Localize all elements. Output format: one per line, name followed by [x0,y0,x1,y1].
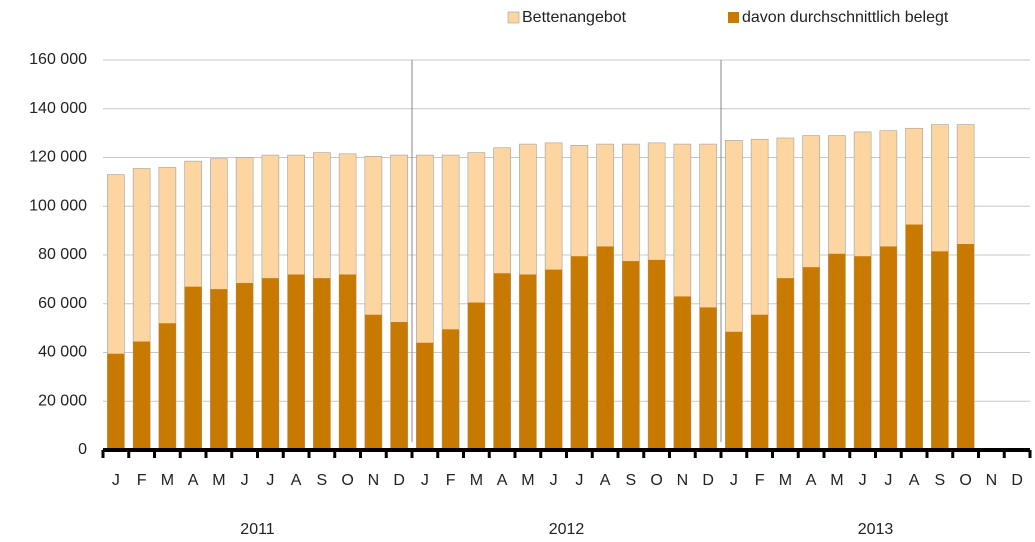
x-tick-label: S [935,472,946,489]
x-tick-label: D [1011,472,1023,489]
bar [184,286,202,450]
legend-label: davon durchschnittlich belegt [742,9,949,26]
y-tick-label: 120 000 [29,149,87,166]
x-tick-label: J [266,472,274,489]
x-tick-label: F [446,472,456,489]
y-tick-label: 100 000 [29,197,87,214]
x-tick-label: J [884,472,892,489]
x-tick-label: D [393,472,405,489]
y-tick-label: 160 000 [29,51,87,68]
y-tick-label: 40 000 [38,344,87,361]
bar [570,256,588,450]
bar [261,278,279,450]
x-tick-label: J [730,472,738,489]
bar [236,283,254,450]
y-tick-label: 20 000 [38,392,87,409]
bar [416,342,434,450]
bar [879,246,897,450]
x-tick-label: M [521,472,534,489]
x-tick-label: N [677,472,689,489]
bar [519,274,537,450]
y-tick-label: 60 000 [38,295,87,312]
x-tick-label: S [626,472,637,489]
year-label: 2013 [858,521,894,538]
bar [776,278,794,450]
bar [854,256,872,450]
bar [107,353,125,450]
x-tick-label: A [291,472,302,489]
x-tick-label: J [859,472,867,489]
y-tick-label: 0 [78,441,87,458]
legend-label: Bettenangebot [522,9,627,26]
bar [133,341,151,450]
x-tick-label: S [317,472,328,489]
x-tick-label: D [702,472,714,489]
x-tick-label: O [959,472,971,489]
legend-swatch [728,12,739,23]
bar [158,323,176,450]
bar [287,274,305,450]
bar [931,251,949,450]
bar [905,224,923,450]
bar [467,302,485,450]
bar [751,314,769,450]
x-tick-label: J [550,472,558,489]
bar [493,273,511,450]
bar [957,244,975,450]
bar [673,296,691,450]
bar [210,289,228,450]
bar [390,322,408,450]
x-tick-label: O [650,472,662,489]
y-tick-label: 80 000 [38,246,87,263]
x-tick-label: F [137,472,147,489]
x-tick-label: A [188,472,199,489]
x-tick-label: M [470,472,483,489]
x-tick-label: J [575,472,583,489]
x-tick-label: M [830,472,843,489]
bar [442,329,460,450]
x-tick-label: M [212,472,225,489]
x-tick-label: J [112,472,120,489]
bar [545,269,563,450]
x-tick-label: N [368,472,380,489]
year-label: 2011 [240,521,275,538]
bar [339,274,357,450]
year-label: 2012 [549,521,585,538]
x-tick-label: J [241,472,249,489]
bar [364,314,382,450]
y-tick-label: 140 000 [29,100,87,117]
x-tick-label: A [497,472,508,489]
bar [699,307,717,450]
bar [725,331,743,450]
x-tick-label: M [161,472,174,489]
legend-swatch [507,11,520,24]
x-tick-label: A [600,472,611,489]
x-tick-label: M [779,472,792,489]
x-tick-label: A [806,472,817,489]
x-tick-label: A [909,472,920,489]
bar [648,259,666,450]
x-tick-label: O [341,472,353,489]
bar [313,278,331,450]
x-tick-label: N [986,472,998,489]
bar [828,253,846,450]
bar [596,246,614,450]
bar [802,267,820,450]
x-tick-label: F [755,472,765,489]
x-tick-label: J [421,472,429,489]
bar [622,261,640,450]
